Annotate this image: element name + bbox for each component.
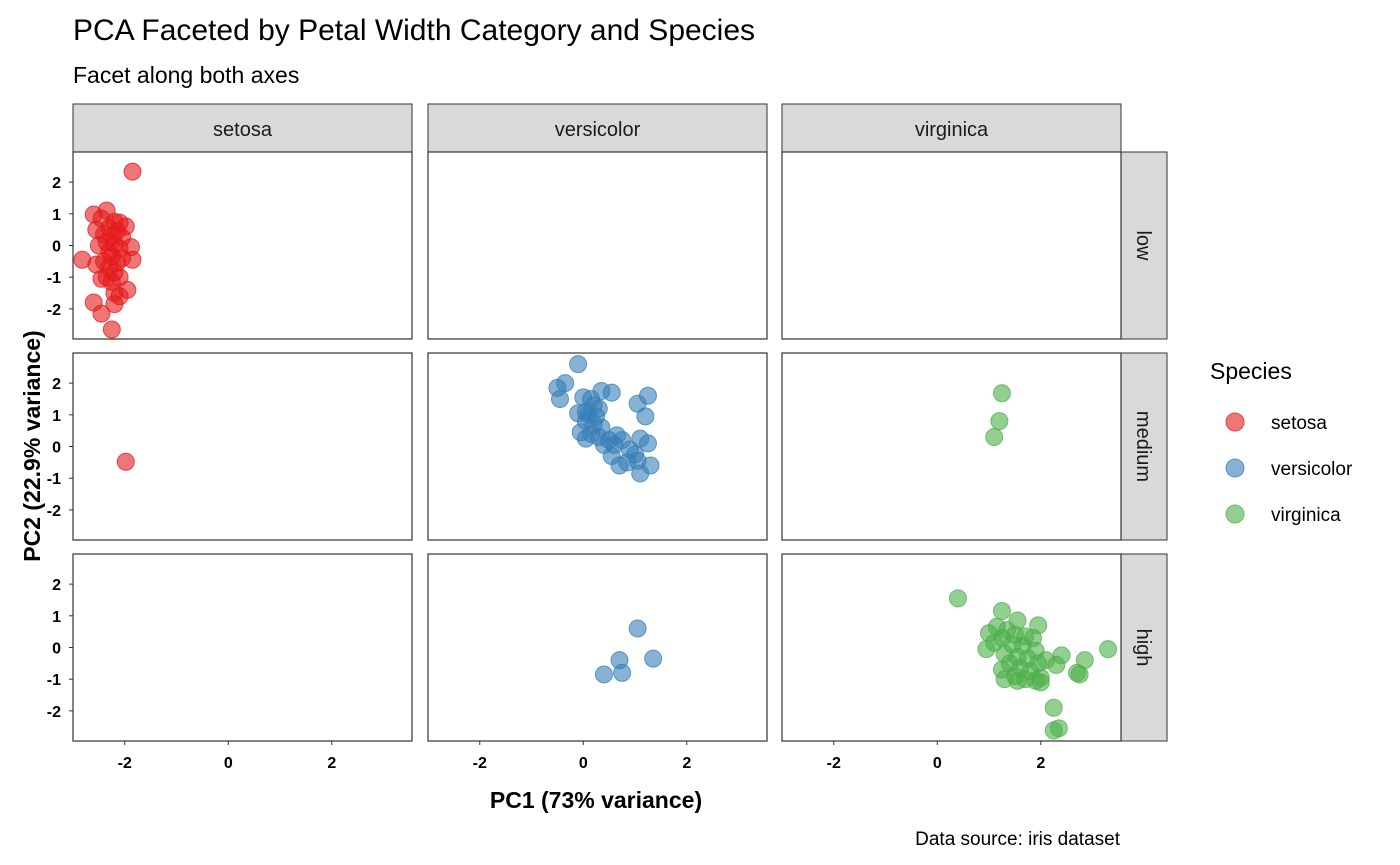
facet-panel-medium-setosa (72, 352, 413, 541)
data-point-versicolor (569, 355, 588, 374)
legend-label-setosa: setosa (1271, 413, 1327, 434)
legend-key-setosa (1225, 412, 1245, 432)
x-tick-label: -2 (118, 755, 132, 772)
y-tick-label: 0 (52, 239, 61, 256)
x-tick-label: 0 (933, 755, 942, 772)
data-point-versicolor (638, 434, 657, 453)
chart-title: PCA Faceted by Petal Width Category and … (73, 14, 755, 47)
y-tick-label: 1 (52, 207, 61, 224)
facet-panel-high-setosa (72, 553, 413, 742)
data-point-setosa (116, 452, 135, 471)
data-point-virginica (985, 427, 1004, 446)
data-point-versicolor (628, 619, 647, 638)
data-point-virginica (992, 384, 1011, 403)
data-point-virginica (977, 640, 996, 659)
legend-label-virginica: virginica (1271, 505, 1341, 526)
data-point-setosa (123, 250, 142, 269)
data-point-virginica (1047, 655, 1066, 674)
data-point-versicolor (576, 429, 595, 448)
facet-strip-virginica (781, 103, 1122, 153)
data-point-versicolor (550, 389, 569, 408)
facet-panel-high-virginica (781, 553, 1122, 742)
facet-grid: setosa versicolor virginica low medium high -2… (47, 103, 1168, 772)
legend-title: Species (1210, 358, 1292, 384)
x-tick-label: 0 (579, 755, 588, 772)
data-point-virginica (992, 602, 1011, 621)
facet-strip-high (1120, 553, 1168, 742)
y-tick-label: 2 (52, 577, 61, 594)
data-point-versicolor (644, 649, 663, 668)
facet-strip-label: virginica (915, 119, 989, 141)
facet-panel-low-versicolor (427, 151, 768, 340)
facet-strip-medium (1120, 352, 1168, 541)
facet-strip-label: setosa (213, 119, 273, 141)
x-axis-title: PC1 (73% variance) (490, 787, 702, 813)
facet-panel-high-versicolor (427, 553, 768, 742)
facet-strip-versicolor (427, 103, 768, 153)
y-tick-label: 0 (52, 440, 61, 457)
data-point-setosa (102, 320, 121, 339)
y-tick-label: -1 (47, 270, 61, 287)
y-tick-label: -1 (47, 672, 61, 689)
y-tick-label: -2 (47, 704, 61, 721)
x-tick-label: -2 (473, 755, 487, 772)
facet-panel-medium-virginica (781, 352, 1122, 541)
legend-label-versicolor: versicolor (1271, 459, 1353, 480)
data-point-virginica (1044, 721, 1063, 740)
data-point-versicolor (636, 407, 655, 426)
facet-strip-low (1120, 151, 1168, 340)
x-tick-label: 0 (224, 755, 233, 772)
data-point-setosa (105, 295, 124, 314)
x-tick-label: 2 (327, 755, 336, 772)
y-tick-label: 1 (52, 609, 61, 626)
y-axis-title: PC2 (22.9% variance) (19, 330, 45, 561)
data-point-virginica (948, 589, 967, 608)
x-tick-label: 2 (1036, 755, 1045, 772)
data-point-virginica (990, 412, 1009, 431)
data-point-virginica (1044, 698, 1063, 717)
facet-strip-label: high (1132, 629, 1154, 667)
legend-key-versicolor (1225, 458, 1245, 478)
y-tick-label: -2 (47, 302, 61, 319)
x-tick-label: 2 (682, 755, 691, 772)
data-point-virginica (1070, 665, 1089, 684)
data-point-versicolor (602, 383, 621, 402)
y-tick-label: 0 (52, 641, 61, 658)
y-tick-label: -2 (47, 503, 61, 520)
data-point-setosa (123, 162, 142, 181)
data-point-virginica (1099, 640, 1118, 659)
data-point-virginica (1031, 673, 1050, 692)
facet-strip-label: versicolor (555, 119, 641, 141)
x-tick-label: -2 (827, 755, 841, 772)
data-point-virginica (1008, 671, 1027, 690)
facet-strip-label: low (1132, 230, 1154, 261)
chart-subtitle: Facet along both axes (73, 62, 299, 88)
data-point-versicolor (631, 464, 650, 483)
facet-panel-low-virginica (781, 151, 1122, 340)
data-point-versicolor (594, 665, 613, 684)
legend-key-virginica (1225, 504, 1245, 524)
data-point-versicolor (613, 663, 632, 682)
facet-strip-label: medium (1132, 411, 1154, 482)
facet-strip-setosa (72, 103, 413, 153)
y-tick-label: -1 (47, 471, 61, 488)
legend: Species setosa versicolor virginica (1210, 358, 1353, 526)
data-point-versicolor (610, 456, 629, 475)
chart-caption: Data source: iris dataset (915, 829, 1121, 850)
y-tick-label: 2 (52, 376, 61, 393)
y-tick-label: 1 (52, 408, 61, 425)
y-tick-label: 2 (52, 175, 61, 192)
data-point-setosa (92, 304, 111, 323)
